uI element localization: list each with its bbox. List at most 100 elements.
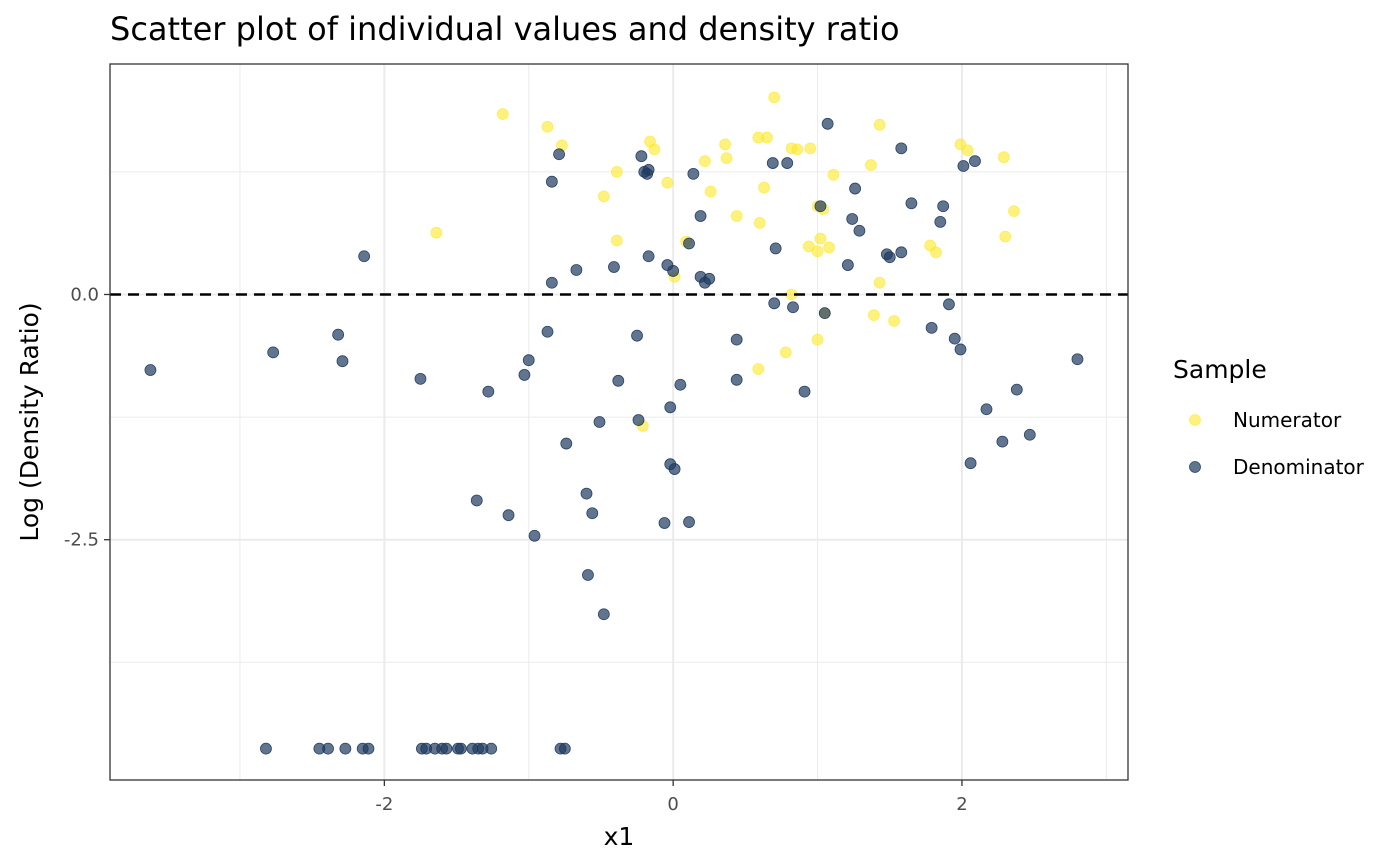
denominator-point: [925, 321, 938, 334]
denominator-point: [798, 385, 811, 398]
numerator-point: [814, 232, 827, 245]
denominator-point: [593, 416, 606, 428]
numerator-point: [699, 155, 711, 168]
numerator-point: [496, 108, 509, 120]
denominator-point: [954, 343, 967, 356]
denominator-point: [267, 346, 280, 359]
denominator-point: [362, 742, 375, 755]
denominator-point: [668, 463, 681, 475]
denominator-point: [582, 569, 594, 581]
denominator-point: [895, 246, 908, 259]
denominator-point: [414, 372, 427, 385]
denominator-point: [766, 157, 779, 169]
numerator-point: [752, 363, 765, 375]
numerator-point: [865, 159, 877, 171]
numerator-point: [811, 333, 824, 346]
denominator-point: [996, 435, 1009, 448]
denominator-point: [964, 457, 977, 470]
denominator-point: [545, 276, 558, 289]
denominator-point: [969, 155, 981, 168]
numerator-point: [888, 315, 900, 327]
numerator-point: [961, 144, 974, 157]
denominator-point: [1023, 428, 1036, 441]
denominator-point: [631, 329, 643, 342]
denominator-point: [522, 354, 535, 367]
numerator-point: [430, 226, 443, 239]
denominator-point: [528, 529, 541, 542]
denominator-point: [683, 516, 695, 528]
denominator-point: [635, 150, 648, 163]
denominator-point: [144, 364, 157, 376]
numerator-point: [597, 190, 610, 203]
numerator-point: [791, 143, 804, 156]
y-axis-ticks: -2.5 0.0: [64, 284, 110, 551]
numerator-point: [610, 165, 623, 178]
x-axis-title: x1: [604, 822, 635, 851]
denominator-point: [674, 378, 687, 391]
denominator-point: [560, 437, 573, 450]
legend: Sample Numerator Denominator: [1173, 355, 1365, 479]
denominator-point: [730, 333, 743, 346]
denominator-point: [781, 157, 794, 169]
y-tick-label: 0.0: [70, 284, 99, 305]
denominator-point: [667, 265, 680, 277]
denominator-point: [454, 742, 467, 755]
denominator-point: [683, 237, 695, 250]
denominator-point: [934, 216, 947, 228]
denominator-point: [597, 608, 610, 621]
denominator-point: [883, 251, 896, 264]
numerator-point: [827, 168, 840, 181]
x-axis-ticks: -2 0 2: [375, 780, 968, 815]
denominator-point: [558, 742, 571, 755]
numerator-point: [768, 91, 781, 104]
numerator-point: [610, 234, 623, 247]
numerator-point: [648, 143, 661, 156]
chart-title: Scatter plot of individual values and de…: [110, 10, 900, 48]
denominator-point: [957, 160, 970, 172]
denominator-point: [553, 148, 565, 161]
denominator-point: [322, 742, 334, 755]
denominator-point: [658, 517, 671, 529]
numerator-point: [661, 176, 674, 189]
x-tick-label: -2: [375, 794, 393, 815]
denominator-point: [818, 307, 831, 320]
denominator-point: [703, 272, 716, 285]
denominator-point: [518, 369, 531, 381]
denominator-point: [1010, 383, 1023, 396]
numerator-point: [704, 185, 717, 198]
numerator-point: [720, 152, 733, 165]
x-tick-label: 2: [956, 794, 967, 815]
legend-label-denominator: Denominator: [1233, 455, 1365, 479]
denominator-point: [470, 494, 483, 507]
denominator-point: [980, 403, 993, 416]
denominator-point: [485, 742, 498, 755]
numerator-point: [753, 216, 766, 229]
denominator-point: [769, 242, 782, 255]
denominator-point: [943, 298, 955, 311]
denominator-point: [642, 164, 655, 176]
denominator-point: [358, 250, 371, 263]
numerator-point: [823, 241, 835, 254]
numerator-point: [804, 142, 817, 155]
numerator-point: [719, 138, 732, 151]
numerator-point: [997, 151, 1010, 164]
data-points: [144, 91, 1084, 755]
denominator-point: [730, 373, 743, 386]
numerator-point: [761, 131, 773, 144]
numerator-point: [867, 309, 880, 321]
denominator-point: [687, 167, 700, 180]
y-tick-label: -2.5: [64, 530, 99, 551]
denominator-point: [260, 742, 272, 755]
denominator-point: [608, 261, 620, 273]
numerator-point: [811, 245, 824, 258]
numerator-point: [730, 210, 743, 222]
denominator-point: [853, 224, 866, 237]
denominator-point: [642, 250, 655, 263]
denominator-point: [570, 264, 583, 276]
numerator-point: [873, 118, 886, 131]
denominator-point: [948, 332, 961, 345]
numerator-point: [930, 246, 942, 259]
denominator-point: [849, 182, 861, 195]
denominator-point: [541, 325, 554, 338]
